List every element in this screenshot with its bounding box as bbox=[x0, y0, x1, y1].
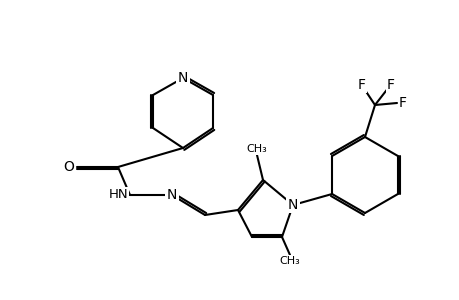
Text: CH₃: CH₃ bbox=[279, 256, 300, 266]
Text: O: O bbox=[63, 160, 74, 174]
Text: N: N bbox=[178, 71, 188, 85]
Text: N: N bbox=[287, 198, 297, 212]
Text: CH₃: CH₃ bbox=[246, 144, 267, 154]
Text: F: F bbox=[386, 78, 394, 92]
Text: N: N bbox=[167, 188, 177, 202]
Text: F: F bbox=[357, 78, 365, 92]
Text: HN: HN bbox=[108, 188, 128, 202]
Text: F: F bbox=[398, 96, 406, 110]
